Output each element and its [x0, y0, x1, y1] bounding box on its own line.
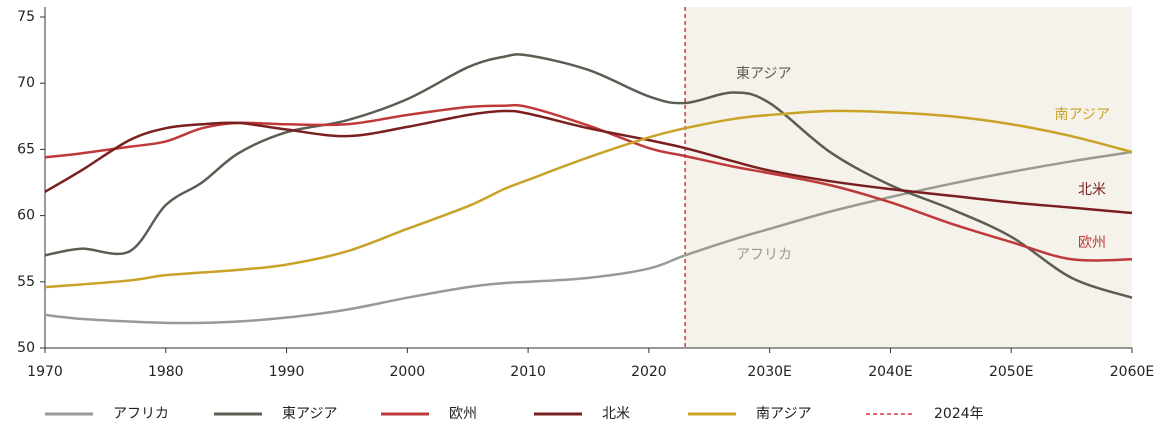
x-tick-label: 1990 — [269, 364, 305, 380]
x-tick-label: 2020 — [631, 364, 667, 380]
series-label: 南アジア — [1055, 107, 1110, 123]
series-line — [44, 109, 1133, 215]
x-tick-label: 2030E — [747, 364, 791, 380]
series-line — [44, 109, 1133, 289]
x-tick-label: 2010 — [510, 364, 546, 380]
x-tick-label: 2040E — [868, 364, 912, 380]
y-tick-label: 70 — [17, 75, 35, 91]
x-tick-label: 1970 — [27, 364, 63, 380]
series-line — [44, 53, 1133, 299]
series-label: アフリカ — [736, 247, 792, 263]
y-tick-label: 55 — [17, 274, 35, 290]
x-tick-label: 2000 — [390, 364, 426, 380]
x-tick-label: 2060E — [1110, 364, 1154, 380]
x-tick-label: 1980 — [148, 364, 184, 380]
legend-label: 南アジア — [756, 406, 811, 422]
y-tick-label: 60 — [17, 208, 35, 224]
x-tick-label: 2050E — [989, 364, 1033, 380]
legend-label: 東アジア — [282, 406, 337, 422]
legend-label: 北米 — [602, 406, 630, 422]
y-tick-label: 50 — [17, 340, 35, 356]
legend-label: 2024年 — [934, 406, 984, 422]
y-tick-label: 65 — [17, 141, 35, 157]
legend-label: 欧州 — [449, 406, 477, 422]
series-line — [44, 103, 1133, 262]
series-label: 欧州 — [1078, 235, 1106, 251]
series-label: 東アジア — [736, 66, 791, 82]
series-label: 北米 — [1078, 182, 1106, 198]
legend-label: アフリカ — [113, 406, 169, 422]
y-tick-label: 75 — [17, 9, 35, 25]
forecast-shade — [685, 7, 1132, 348]
